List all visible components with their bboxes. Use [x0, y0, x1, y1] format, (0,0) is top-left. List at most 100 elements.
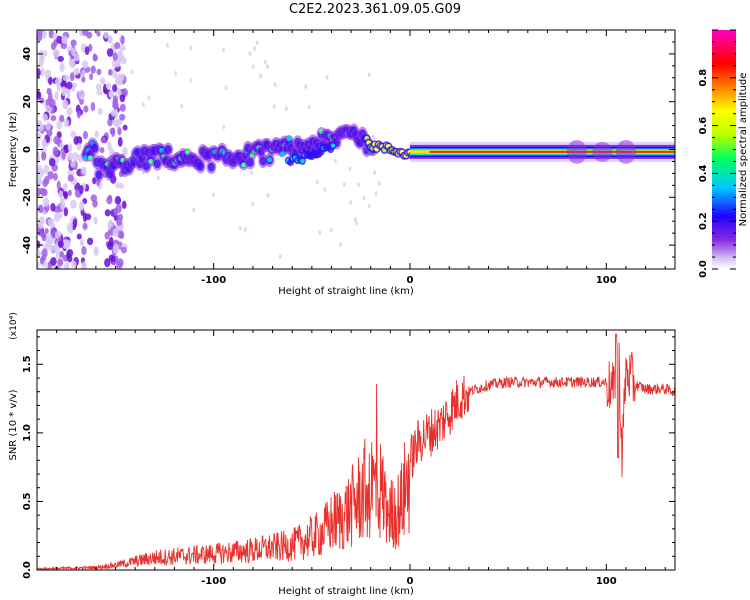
noise-blob	[307, 104, 311, 110]
noise-blob	[116, 79, 123, 86]
noise-blob	[117, 49, 123, 59]
noise-blob	[50, 42, 57, 51]
colorbar-tick-label: 0.2	[698, 212, 709, 230]
y-tick-label: 1.0	[22, 424, 33, 442]
noise-blob	[112, 228, 119, 238]
noise-blob	[58, 240, 64, 249]
noise-blob	[156, 175, 160, 181]
noise-blob	[243, 227, 247, 233]
y-tick-label: 40	[22, 47, 33, 61]
noise-blob	[118, 44, 126, 52]
noise-blob	[76, 110, 81, 119]
noise-blob	[339, 242, 343, 248]
noise-blob	[278, 253, 282, 259]
colorbar: 0.0 0.2 0.4 0.6 0.8 Normalized spectral ampli…	[698, 29, 749, 278]
noise-blob	[82, 222, 88, 230]
noise-blob	[69, 59, 76, 69]
noise-blob	[111, 255, 116, 263]
noise-blob	[371, 134, 375, 140]
noise-blob	[37, 123, 45, 132]
noise-blob	[120, 57, 127, 65]
y-tick-label: -40	[22, 236, 33, 254]
bottom-plot-axes: -100 0 100 0.0 0.5 1.0 1.5 Height of straight l…	[8, 312, 676, 597]
noise-blob	[67, 174, 74, 182]
noise-blob	[263, 59, 267, 65]
noise-blob	[43, 175, 50, 186]
band-red	[429, 150, 675, 153]
noise-blob	[89, 73, 94, 81]
noise-blob	[104, 209, 111, 217]
y-tick-label: -20	[22, 188, 33, 206]
noise-blob	[38, 49, 44, 60]
noise-blob	[53, 172, 58, 181]
noise-blob	[97, 107, 103, 115]
x-tick-label: 100	[596, 275, 617, 286]
signal-core	[153, 159, 161, 169]
noise-blob	[57, 258, 64, 267]
noise-blob	[81, 246, 87, 256]
noise-blob	[251, 64, 255, 70]
noise-blob	[116, 119, 121, 126]
noise-blob	[81, 166, 87, 175]
noise-blob	[95, 83, 102, 91]
noise-blob	[115, 182, 120, 189]
noise-blob	[63, 239, 71, 249]
snr-plot	[37, 333, 675, 570]
noise-blob	[59, 114, 65, 123]
noise-blob	[318, 230, 322, 236]
noise-blob	[53, 212, 61, 223]
noise-blob	[102, 83, 108, 94]
noise-blob	[119, 103, 126, 112]
spectrogram-heatmap	[37, 30, 675, 269]
noise-blob	[118, 182, 124, 189]
noise-blob	[113, 207, 119, 217]
noise-blob	[61, 86, 67, 97]
noise-blob	[60, 201, 66, 211]
noise-blob	[325, 74, 329, 80]
noise-blob	[60, 80, 68, 88]
noise-blob	[141, 102, 145, 108]
noise-blob	[62, 183, 68, 191]
noise-blob	[255, 40, 259, 46]
x-tick-label: 0	[407, 275, 414, 286]
noise-blob	[367, 72, 371, 78]
y-axis-label: Frequency (Hz)	[8, 112, 19, 188]
noise-blob	[83, 105, 89, 113]
signal-peak	[286, 136, 292, 142]
noise-blob	[265, 64, 269, 70]
noise-blob	[37, 240, 41, 249]
colorbar-tick-label: 0.0	[698, 260, 709, 278]
noise-blob	[96, 30, 101, 37]
noise-blob	[37, 261, 40, 269]
noise-blob	[323, 187, 327, 193]
noise-blob	[66, 249, 74, 257]
noise-blob	[37, 228, 43, 237]
noise-blob	[259, 73, 263, 79]
noise-blob	[104, 231, 110, 240]
signal-peak	[300, 158, 305, 164]
noise-blob	[114, 195, 122, 205]
colorbar-tick-label: 0.4	[698, 165, 709, 183]
noise-blob	[251, 201, 255, 207]
noise-blob	[39, 256, 45, 265]
y-tick-label: 0	[22, 146, 33, 153]
band-blob	[592, 141, 613, 162]
noise-blob	[84, 46, 90, 55]
signal-core	[91, 143, 99, 153]
noise-blob	[112, 243, 120, 254]
noise-blob	[116, 59, 121, 68]
noise-blob	[66, 88, 71, 99]
noise-blob	[110, 109, 117, 117]
noise-blob	[119, 231, 125, 240]
noise-blob	[61, 35, 68, 44]
noise-blob	[107, 194, 113, 201]
noise-blob	[93, 216, 98, 225]
noise-blob	[348, 166, 352, 172]
noise-blob	[56, 82, 61, 92]
signal-peak	[330, 143, 336, 148]
x-axis-label: Height of straight line (km)	[278, 286, 414, 297]
noise-blob	[50, 202, 56, 212]
noise-blob	[42, 50, 48, 57]
noise-blob	[37, 153, 40, 164]
noise-blob	[41, 151, 47, 161]
